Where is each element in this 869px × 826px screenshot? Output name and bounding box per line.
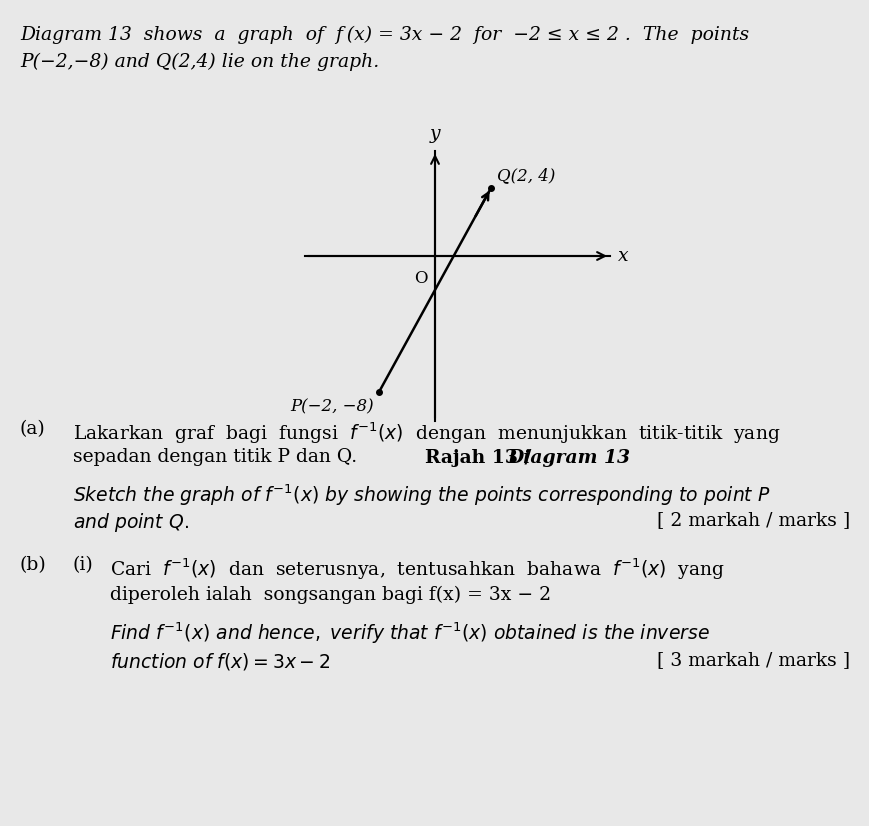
- Text: sepadan dengan titik P dan Q.: sepadan dengan titik P dan Q.: [73, 448, 356, 466]
- Text: x: x: [617, 247, 628, 265]
- Text: diperoleh ialah  songsangan bagi f(x) = 3x − 2: diperoleh ialah songsangan bagi f(x) = 3…: [109, 586, 550, 605]
- Text: (i): (i): [73, 556, 94, 574]
- Text: $\it{and\ point\ Q.}$: $\it{and\ point\ Q.}$: [73, 511, 189, 534]
- Text: y: y: [429, 125, 440, 143]
- Text: Q(2, 4): Q(2, 4): [496, 167, 554, 184]
- Text: O: O: [414, 270, 428, 287]
- Text: Rajah 13 /: Rajah 13 /: [425, 449, 537, 467]
- Text: (b): (b): [20, 556, 47, 574]
- Text: Cari  $f^{-1}(x)$  dan  seterusnya,  tentusahkan  bahawa  $f^{-1}(x)$  yang: Cari $f^{-1}(x)$ dan seterusnya, tentusa…: [109, 556, 724, 582]
- Text: $\it{Find\ }$$f^{-1}(x)$$\it{\ and\ hence,\ verify\ that\ }$$f^{-1}(x)$$\it{\ ob: $\it{Find\ }$$f^{-1}(x)$$\it{\ and\ henc…: [109, 621, 709, 647]
- Text: Lakarkan  graf  bagi  fungsi  $f^{-1}(x)$  dengan  menunjukkan  titik-titik  yan: Lakarkan graf bagi fungsi $f^{-1}(x)$ de…: [73, 420, 779, 445]
- Text: Diagram 13: Diagram 13: [507, 449, 629, 467]
- Text: P(−2,−8) and Q(2,4) lie on the graph.: P(−2,−8) and Q(2,4) lie on the graph.: [20, 53, 379, 71]
- Text: [ 2 markah / marks ]: [ 2 markah / marks ]: [656, 511, 849, 529]
- Text: $\it{Sketch\ the\ graph\ of\ }$$f^{-1}(x)$$\it{\ by\ showing\ the\ points\ corre: $\it{Sketch\ the\ graph\ of\ }$$f^{-1}(x…: [73, 482, 770, 507]
- Text: [ 3 markah / marks ]: [ 3 markah / marks ]: [656, 651, 849, 669]
- Text: Diagram 13  shows  a  graph  of  f (x) = 3x − 2  for  −2 ≤ x ≤ 2 .  The  points: Diagram 13 shows a graph of f (x) = 3x −…: [20, 26, 748, 45]
- Text: P(−2, −8): P(−2, −8): [290, 398, 374, 415]
- Text: (a): (a): [20, 420, 46, 438]
- Text: $\bf{\it{function\ of\ f(x) = 3x - 2}}$: $\bf{\it{function\ of\ f(x) = 3x - 2}}$: [109, 651, 330, 672]
